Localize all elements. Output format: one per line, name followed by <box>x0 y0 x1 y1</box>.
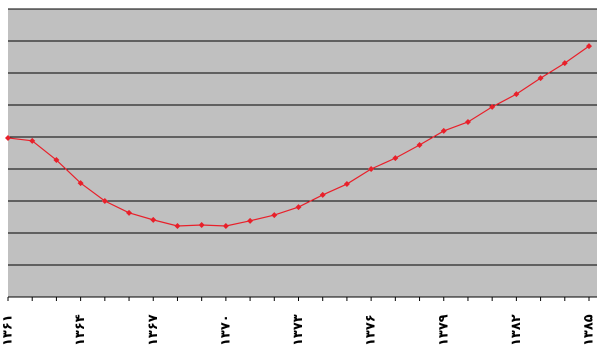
marker <box>53 157 60 164</box>
marker <box>586 43 592 50</box>
x-tick-label: ۱۳۷۹ <box>436 314 451 346</box>
marker <box>271 212 278 219</box>
x-tick-label: ۱۳۸۲ <box>509 314 524 346</box>
marker <box>319 191 326 198</box>
x-tick-label: ۱۳۷۰ <box>218 314 233 346</box>
marker <box>222 222 229 229</box>
marker <box>561 60 568 67</box>
x-tick-label: ۱۳۶۱ <box>1 314 16 346</box>
x-tick-label: ۱۳۶۷ <box>146 314 161 346</box>
marker <box>295 204 302 211</box>
marker <box>247 217 254 224</box>
marker <box>464 118 471 125</box>
marker <box>126 209 133 216</box>
marker <box>343 181 350 188</box>
x-tick-label: ۱۳۷۶ <box>364 314 379 346</box>
x-tick-label: ۱۳۸۵ <box>582 314 597 346</box>
marker <box>5 134 11 141</box>
marker <box>29 137 36 144</box>
marker <box>150 216 157 223</box>
marker <box>416 142 423 148</box>
marker <box>537 75 544 82</box>
marker <box>77 180 84 187</box>
marker <box>440 127 447 134</box>
marker <box>368 166 375 172</box>
x-tick-label: ۱۳۷۳ <box>291 314 306 346</box>
marker <box>489 103 496 110</box>
marker <box>198 222 205 228</box>
marker <box>392 155 399 162</box>
x-tick-label: ۱۳۶۴ <box>73 314 88 346</box>
marker <box>513 91 520 98</box>
plot-background <box>8 9 597 297</box>
marker <box>174 222 181 229</box>
marker <box>101 198 108 204</box>
